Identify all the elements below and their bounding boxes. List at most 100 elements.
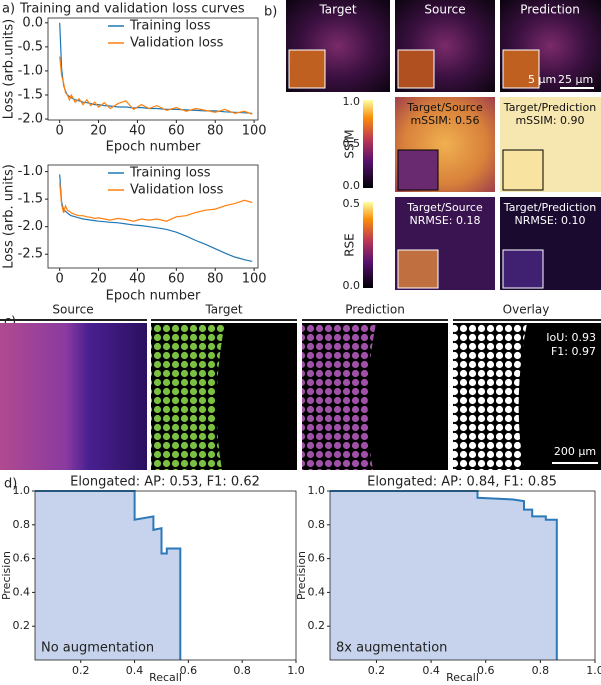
x-axis-label: Recall [446, 671, 479, 684]
chart-title: Training and validation loss curves [19, 2, 245, 17]
y-tick-label: 0.8 [13, 518, 31, 531]
y-tick-label: -2.0 [18, 112, 43, 127]
x-tick-label: 0.6 [477, 664, 495, 677]
y-axis-label: Precision [295, 551, 308, 600]
column-title: Target [318, 3, 356, 17]
legend-label: Validation loss [130, 183, 224, 198]
panel-label: a) [2, 2, 15, 17]
column-title: Overlay [503, 303, 550, 317]
colorbar-tick: 1.0 [343, 95, 361, 108]
pr-area [330, 491, 557, 660]
y-tick-label: 0.8 [308, 518, 326, 531]
x-tick-label: 40 [129, 272, 146, 287]
x-tick-label: 100 [242, 272, 267, 287]
inset [502, 249, 544, 289]
legend-label: Training loss [129, 19, 211, 34]
y-tick-label: 0.4 [13, 585, 31, 598]
metric-label: Target/Prediction [503, 101, 596, 114]
x-tick-label: 0.2 [368, 664, 386, 677]
chart-title: Elongated: AP: 0.53, F1: 0.62 [70, 475, 260, 490]
x-tick-label: 0.4 [126, 664, 144, 677]
loss-line [59, 182, 253, 222]
annotation: No augmentation [41, 641, 154, 656]
y-tick-label: 0.4 [308, 585, 326, 598]
column-title: Prediction [520, 3, 580, 17]
x-tick-label: 1.0 [586, 664, 601, 677]
x-tick-label: 60 [168, 124, 185, 139]
x-tick-label: 60 [168, 272, 185, 287]
inset [502, 149, 544, 191]
x-tick-label: 0.4 [422, 664, 440, 677]
column-title: Prediction [345, 303, 405, 317]
chart-title: Elongated: AP: 0.84, F1: 0.85 [367, 475, 557, 490]
colorbar-tick: 0.0 [343, 279, 361, 292]
y-tick-label: 0.0 [22, 15, 43, 30]
x-axis-label: Recall [149, 671, 182, 684]
axes-frame [47, 17, 259, 121]
metric-label: Target/Source [406, 101, 483, 114]
x-tick-label: 40 [129, 124, 146, 139]
x-tick-label: 0.8 [233, 664, 251, 677]
panel-label: b) [264, 5, 277, 20]
inset [288, 49, 326, 89]
x-tick-label: 0.2 [72, 664, 90, 677]
x-tick-label: 0.8 [532, 664, 550, 677]
y-tick-label: 0.2 [308, 619, 326, 632]
x-tick-label: 0.6 [180, 664, 198, 677]
x-axis-label: Epoch number [106, 289, 201, 304]
scale-label: 5 µm [528, 73, 556, 86]
colorbar [363, 202, 373, 288]
y-tick-label: 0.6 [13, 552, 31, 565]
x-tick-label: 20 [90, 124, 107, 139]
chart: No augmentation 0.2 0.4 0.6 0.8 1.0 0.2 0.4 0.6 0… [0, 475, 305, 685]
y-tick-label: 0.2 [13, 619, 31, 632]
y-tick-label: -1.5 [18, 192, 43, 207]
x-tick-label: 0 [56, 124, 64, 139]
y-axis-label: Loss (arb.units) [2, 19, 17, 119]
nuclei-mask [151, 323, 225, 470]
nuclei-mask [302, 323, 376, 470]
x-tick-label: 0 [56, 272, 64, 287]
chart: 8x augmentation 0.2 0.4 0.6 0.8 1.0 0.2 0.4 0.6 0… [295, 475, 601, 685]
metric-label: NRMSE: 0.10 [515, 214, 586, 227]
y-tick-label: -2.5 [18, 247, 43, 262]
x-axis-label: Epoch number [106, 140, 201, 155]
inset [397, 49, 435, 89]
loss-line [59, 56, 253, 115]
image [0, 323, 147, 470]
metric-label: IoU: 0.93 [546, 331, 596, 344]
inset [502, 49, 540, 89]
y-tick-label: -1.5 [18, 87, 43, 102]
y-tick-label: -0.5 [18, 39, 43, 54]
loss-line [59, 174, 253, 262]
x-tick-label: 80 [207, 272, 224, 287]
pr-curve [330, 490, 558, 660]
legend-label: Training loss [129, 166, 211, 181]
metric-label: Target/Source [406, 201, 483, 214]
panel-b: Target Source Prediction 5 µm 25 µm SSIM… [286, 0, 601, 292]
scale-label: 200 µm [554, 445, 596, 458]
colorbar [363, 100, 373, 188]
legend-label: Validation loss [130, 36, 224, 51]
x-tick-label: 100 [242, 124, 267, 139]
y-tick-label: 1.0 [13, 484, 31, 497]
metric-label: F1: 0.97 [551, 345, 596, 358]
annotation: 8x augmentation [336, 641, 447, 656]
metric-label: mSSIM: 0.90 [515, 114, 584, 127]
x-tick-label: 20 [90, 272, 107, 287]
axes-frame [34, 490, 297, 661]
x-tick-label: 1.0 [287, 664, 305, 677]
axes-frame [47, 164, 259, 269]
colorbar-tick: 0.5 [343, 137, 361, 150]
panel-c: Source Target Prediction Overlay IoU: 0.… [0, 303, 601, 470]
column-title: Target [204, 303, 242, 317]
pr-curve [35, 490, 182, 660]
chart: Training loss Validation loss -2.0 -1.5 -1.0… [2, 2, 267, 155]
inset [397, 149, 439, 191]
y-tick-label: -1.0 [18, 164, 43, 179]
chart: Training loss Validation loss -2.5 -2.0 -1.5… [2, 164, 267, 303]
metric-label: Target/Prediction [503, 201, 596, 214]
pr-area [35, 491, 181, 660]
metric-label: mSSIM: 0.56 [410, 114, 479, 127]
